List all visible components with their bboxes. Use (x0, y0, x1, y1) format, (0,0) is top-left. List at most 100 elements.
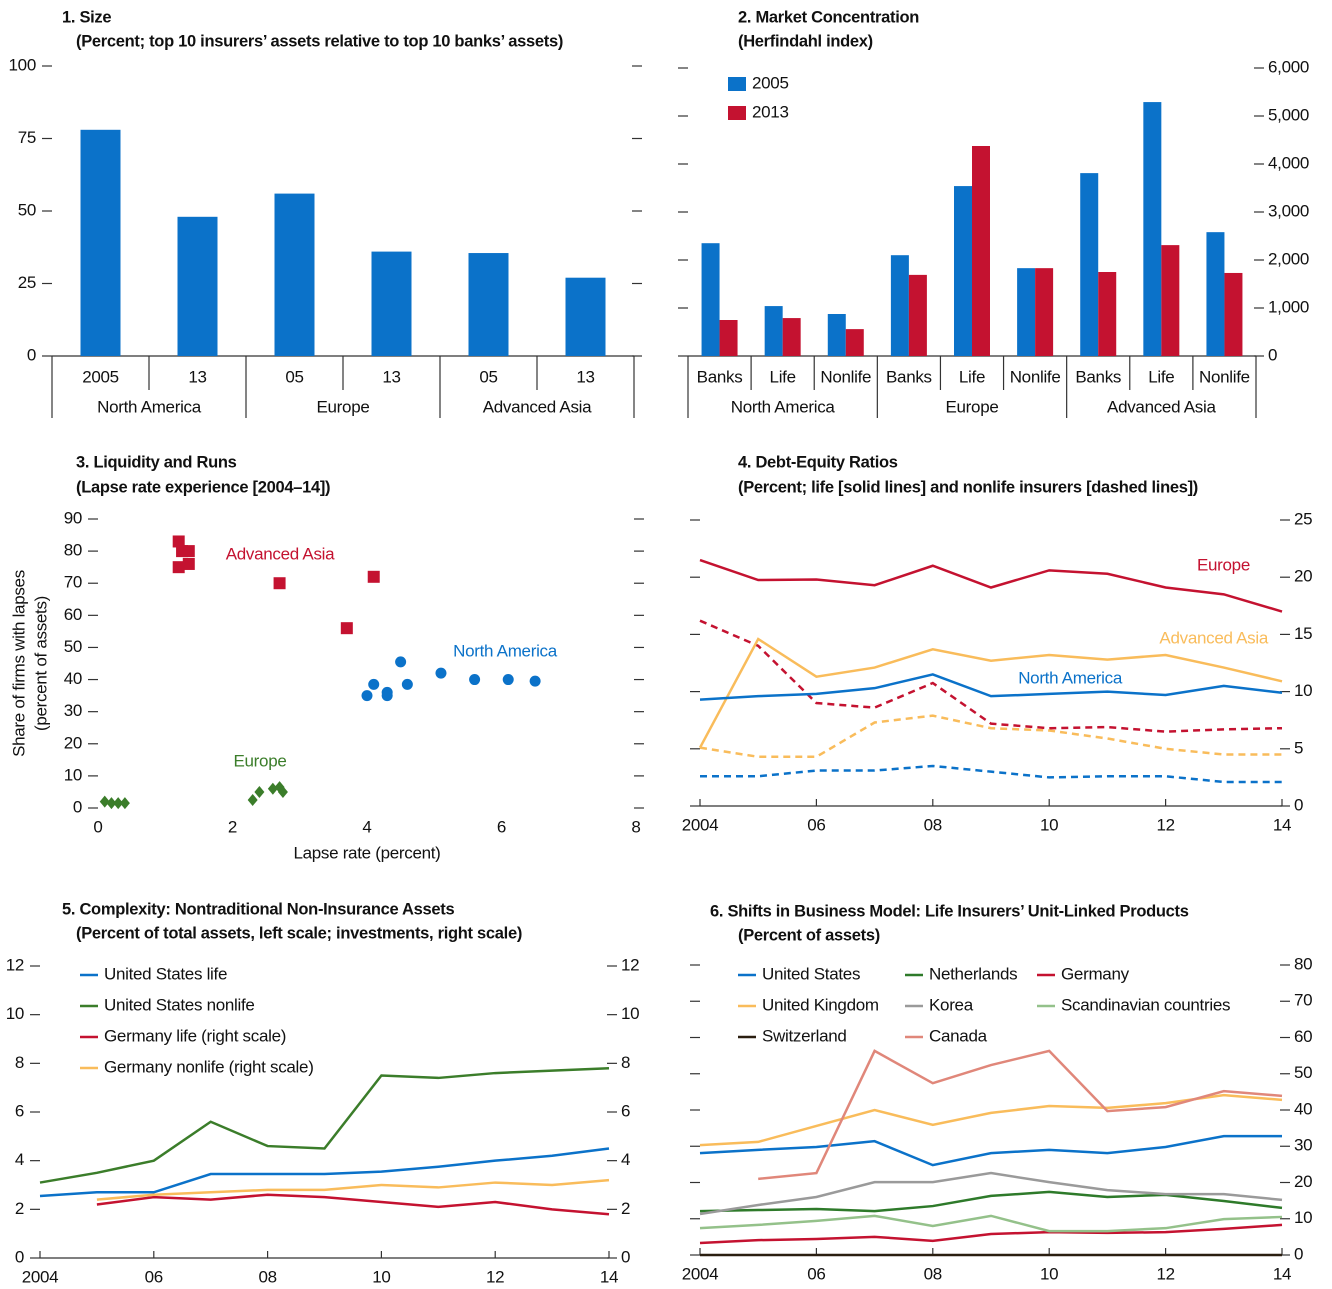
point (106, 797, 117, 810)
point (182, 545, 195, 558)
y-tick-label: 0 (621, 1247, 630, 1266)
bar (1080, 173, 1099, 356)
group-label: North America (97, 397, 202, 416)
point (277, 785, 288, 798)
bar (1098, 272, 1117, 356)
y-tick-label: 0 (1268, 345, 1277, 364)
x-tick-label: 6 (497, 817, 506, 836)
chart-title: 4. Debt-Equity Ratios (738, 453, 898, 471)
bar (177, 216, 218, 356)
legend-label: United Kingdom (762, 995, 879, 1014)
bar (972, 146, 990, 356)
y-tick-label: 10 (1294, 681, 1312, 700)
y-tick-label: 2 (15, 1199, 24, 1218)
y-tick-label: 50 (18, 200, 36, 219)
x-tick-label: 13 (188, 367, 206, 386)
x-tick-label: Life (1148, 367, 1174, 386)
point (502, 674, 514, 686)
legend-swatch (728, 106, 746, 120)
bar (468, 253, 509, 356)
series-line (96, 1193, 610, 1216)
x-tick-label: Nonlife (1199, 367, 1250, 386)
y-tick-label: 25 (18, 273, 36, 292)
legend-label: Canada (929, 1026, 988, 1045)
point (247, 793, 258, 806)
point (381, 690, 393, 702)
series-line (699, 1093, 1283, 1147)
x-tick-label: 05 (479, 367, 497, 386)
legend-label: Germany (1061, 964, 1130, 983)
point (267, 782, 278, 795)
x-tick-label: Banks (886, 367, 932, 386)
bar (1017, 268, 1036, 356)
y-tick-label: 4 (15, 1150, 24, 1169)
x-tick-label: Banks (697, 367, 743, 386)
y-tick-label: 80 (64, 541, 82, 560)
bar (1161, 245, 1180, 356)
x-tick-label: 14 (1273, 1264, 1291, 1283)
y-tick-label: 12 (621, 955, 639, 974)
y-tick-label: 50 (1294, 1063, 1312, 1082)
legend-swatch (728, 77, 746, 91)
chart-subtitle: (Percent of assets) (738, 926, 880, 944)
y-tick-label: 0 (1294, 1244, 1303, 1263)
y-tick-label: 30 (64, 701, 82, 720)
x-tick-label: 14 (600, 1267, 618, 1286)
y-tick-label: 0 (73, 797, 82, 816)
x-tick-label: 10 (1040, 1264, 1058, 1283)
x-tick-label: 05 (285, 367, 303, 386)
group-label: Europe (945, 397, 998, 416)
x-tick-label: 06 (145, 1267, 163, 1286)
bar (1206, 232, 1225, 356)
x-tick-label: 14 (1273, 815, 1291, 834)
chart-title: 6. Shifts in Business Model: Life Insure… (710, 902, 1189, 920)
legend-label: Korea (929, 995, 974, 1014)
y-tick-label: 20 (1294, 567, 1312, 586)
point (172, 561, 185, 574)
chart-subtitle: (Percent; life [solid lines] and nonlife… (738, 478, 1198, 496)
bar (908, 274, 927, 356)
series-line (699, 1190, 1283, 1213)
y-axis-label: Share of firms with lapses (9, 570, 28, 757)
legend-label: 2013 (752, 102, 789, 121)
bar (371, 251, 412, 356)
legend-label: Germany life (right scale) (104, 1026, 286, 1045)
y-tick-label: 20 (64, 733, 82, 752)
y-tick-label: 10 (64, 765, 82, 784)
y-tick-label: 8 (15, 1053, 24, 1072)
x-tick-label: 2 (228, 817, 237, 836)
chart-title: 1. Size (62, 8, 111, 26)
point (361, 690, 373, 702)
legend-label: United States (762, 964, 860, 983)
chart-title: 5. Complexity: Nontraditional Non-Insura… (62, 900, 455, 918)
point (367, 570, 380, 583)
series-line (698, 637, 1283, 749)
x-tick-label: Nonlife (1010, 367, 1061, 386)
bar (719, 320, 738, 356)
legend-label: 2005 (752, 73, 789, 92)
bar (890, 255, 909, 356)
series-line (699, 1214, 1283, 1233)
y-tick-label: 15 (1294, 624, 1312, 643)
series-line (700, 764, 1282, 784)
bar (1035, 268, 1054, 356)
point (119, 797, 130, 810)
x-tick-label: 12 (486, 1267, 504, 1286)
legend-label: Switzerland (762, 1026, 847, 1045)
bar (565, 277, 606, 356)
y-tick-label: 0 (15, 1247, 24, 1266)
legend-label: United States life (104, 964, 227, 983)
x-tick-label: Banks (1075, 367, 1121, 386)
y-tick-label: 5,000 (1268, 105, 1309, 124)
series-line (758, 1049, 1283, 1181)
bar (701, 243, 720, 356)
series-line (699, 673, 1283, 701)
y-tick-label: 0 (27, 345, 36, 364)
point (395, 656, 407, 668)
x-tick-label: 2004 (682, 1264, 719, 1283)
y-tick-label: 8 (621, 1053, 630, 1072)
series-label: Advanced Asia (226, 544, 335, 563)
point (254, 785, 265, 798)
bar (954, 186, 972, 356)
y-tick-label: 60 (1294, 1027, 1312, 1046)
